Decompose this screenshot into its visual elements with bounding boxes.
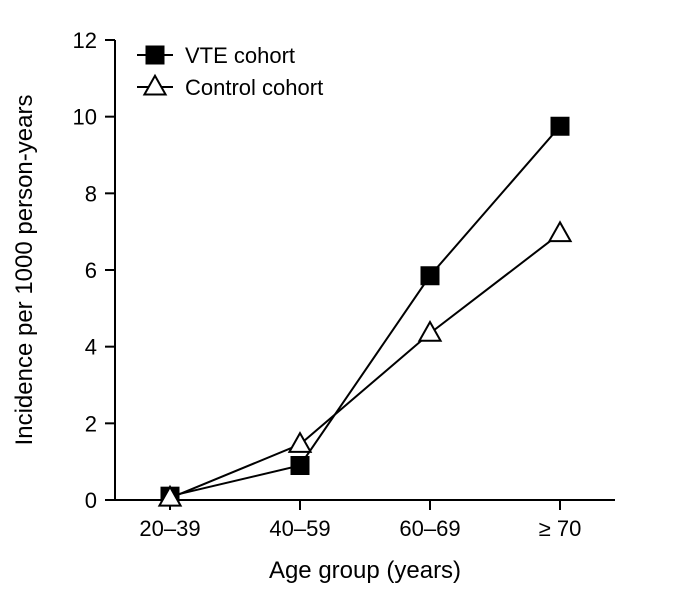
line-chart: 0 2 4 6 8 10 12 20–39 40–59 60–69 ≥ 70 Incidence pe… (0, 0, 685, 615)
series-line-control-cohort (170, 234, 560, 499)
legend-marker-triangle (144, 76, 165, 95)
y-tick-label: 8 (85, 181, 97, 206)
marker-square (421, 267, 439, 285)
chart-container: 0 2 4 6 8 10 12 20–39 40–59 60–69 ≥ 70 Incidence pe… (0, 0, 685, 615)
y-tick-label: 2 (85, 411, 97, 436)
marker-triangle (419, 322, 440, 341)
legend-label: Control cohort (185, 75, 323, 100)
x-tick-label: 20–39 (139, 516, 200, 541)
x-axis-title: Age group (years) (269, 557, 461, 584)
y-axis-title: Incidence per 1000 person-years (11, 95, 38, 446)
legend-marker-square (146, 46, 164, 64)
y-tick-label: 0 (85, 488, 97, 513)
marker-square (551, 117, 569, 135)
legend-label: VTE cohort (185, 43, 295, 68)
marker-triangle (549, 222, 570, 241)
y-tick-label: 6 (85, 258, 97, 283)
series-line-vte-cohort (170, 126, 560, 496)
x-tick-label: 40–59 (269, 516, 330, 541)
y-tick-label: 12 (73, 28, 97, 53)
x-tick-label: 60–69 (399, 516, 460, 541)
y-tick-label: 4 (85, 335, 97, 360)
x-tick-label: ≥ 70 (539, 516, 582, 541)
marker-triangle (289, 433, 310, 452)
y-tick-label: 10 (73, 105, 97, 130)
marker-square (291, 457, 309, 475)
